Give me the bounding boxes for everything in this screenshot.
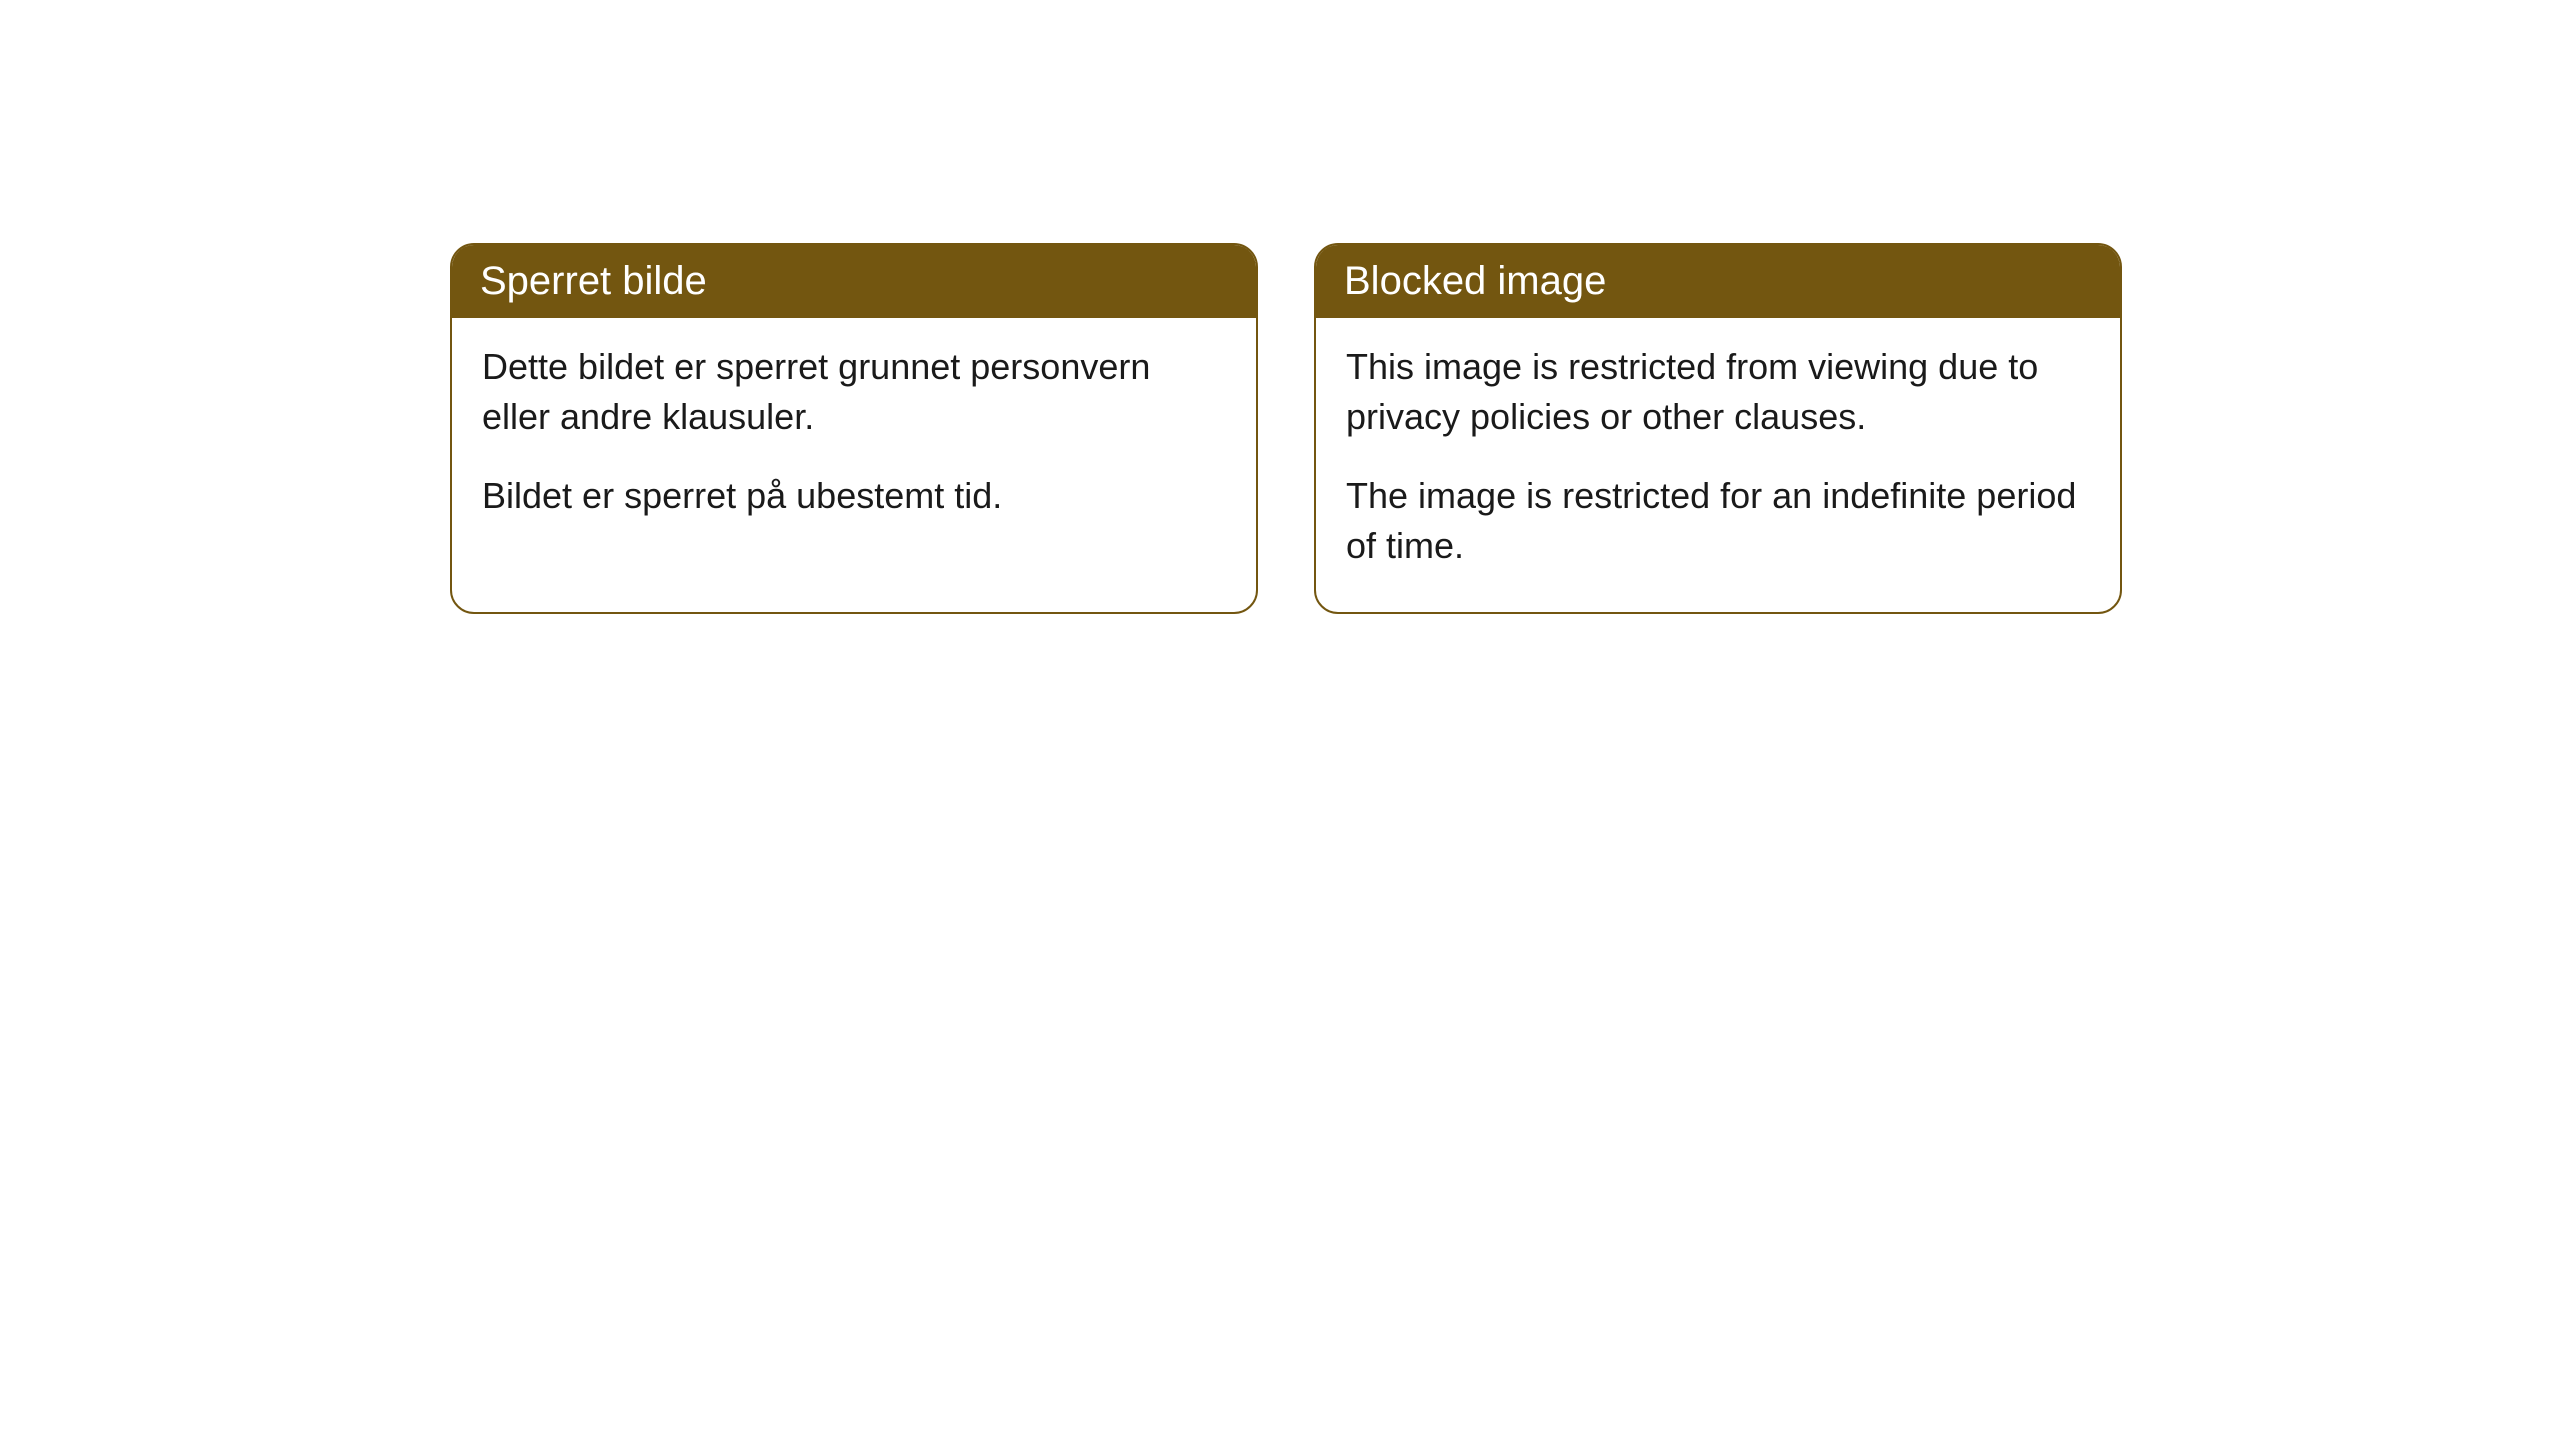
card-body-english: This image is restricted from viewing du… bbox=[1316, 318, 2120, 612]
card-title-norwegian: Sperret bilde bbox=[480, 259, 707, 303]
notice-card-norwegian: Sperret bilde Dette bildet er sperret gr… bbox=[450, 243, 1258, 614]
notice-card-english: Blocked image This image is restricted f… bbox=[1314, 243, 2122, 614]
card-body-norwegian: Dette bildet er sperret grunnet personve… bbox=[452, 318, 1256, 561]
card-header-norwegian: Sperret bilde bbox=[452, 245, 1256, 318]
card-text-english-1: This image is restricted from viewing du… bbox=[1346, 342, 2090, 443]
card-text-english-2: The image is restricted for an indefinit… bbox=[1346, 471, 2090, 572]
card-text-norwegian-2: Bildet er sperret på ubestemt tid. bbox=[482, 471, 1226, 521]
card-title-english: Blocked image bbox=[1344, 259, 1606, 303]
card-text-norwegian-1: Dette bildet er sperret grunnet personve… bbox=[482, 342, 1226, 443]
card-header-english: Blocked image bbox=[1316, 245, 2120, 318]
notice-container: Sperret bilde Dette bildet er sperret gr… bbox=[0, 0, 2560, 614]
